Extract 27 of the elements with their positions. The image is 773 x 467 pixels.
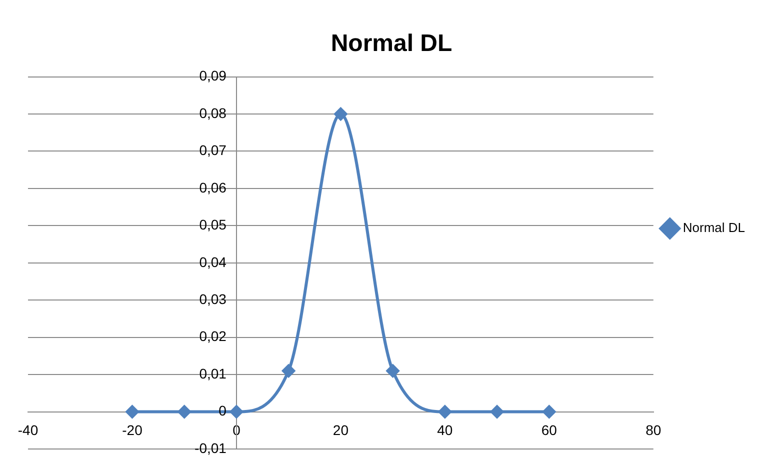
- y-tick-label: 0,08: [199, 104, 227, 121]
- point: [490, 405, 504, 418]
- point: [178, 405, 191, 418]
- y-tick-label: 0,06: [199, 179, 227, 196]
- point: [282, 364, 296, 378]
- x-tick-label: 20: [332, 422, 349, 438]
- chart-title: Normal DL: [330, 30, 452, 58]
- point: [334, 108, 348, 121]
- point: [230, 405, 243, 418]
- x-tick-label: -20: [122, 422, 143, 438]
- y-tick-label: 0,01: [199, 365, 227, 382]
- x-tick-label: -40: [18, 422, 38, 438]
- y-tick-label: 0,02: [199, 328, 227, 344]
- y-tick-label: 0,04: [199, 254, 227, 270]
- y-tick-label: -0,01: [194, 440, 227, 456]
- point: [438, 405, 452, 418]
- y-tick-label: 0,03: [199, 290, 227, 307]
- x-tick-label: 40: [437, 422, 453, 438]
- point: [126, 405, 139, 418]
- x-tick-label: 60: [541, 422, 558, 438]
- point: [386, 364, 400, 378]
- y-tick-label: 0,05: [199, 216, 227, 233]
- y-tick-label: 0,07: [199, 142, 227, 158]
- y-tick-label: 0,09: [199, 68, 227, 84]
- legend-label: Normal DL: [682, 220, 745, 236]
- x-tick-label: 80: [646, 422, 662, 438]
- point: [542, 405, 556, 418]
